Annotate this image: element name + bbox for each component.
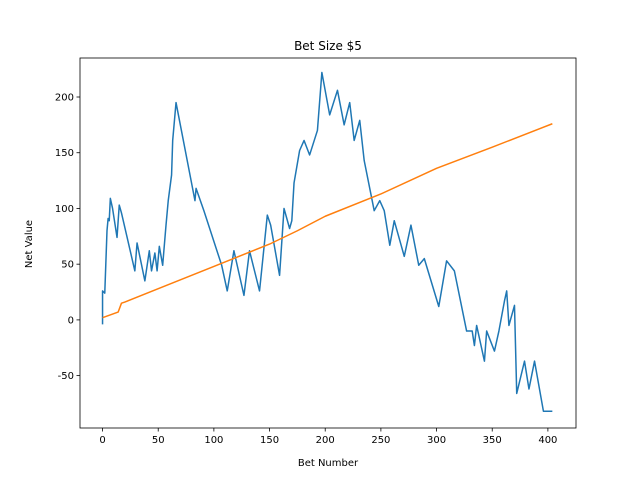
y-tick-label: -50: [58, 371, 74, 382]
y-tick-label: 100: [55, 204, 74, 215]
x-tick-label: 250: [371, 435, 390, 446]
x-tick-label: 300: [427, 435, 446, 446]
y-tick-label: 0: [68, 315, 74, 326]
x-tick-label: 200: [316, 435, 335, 446]
y-tick-label: 200: [55, 93, 74, 104]
y-tick-label: 150: [55, 148, 74, 159]
data-line: [101, 71, 553, 413]
y-tick-label: 50: [61, 260, 74, 271]
x-tick-label: 50: [152, 435, 165, 446]
data-line: [102, 123, 553, 319]
y-axis-label: Net Value: [24, 220, 35, 268]
x-tick-label: 0: [99, 435, 105, 446]
x-axis-label: Bet Number: [298, 458, 359, 469]
x-tick-label: 350: [483, 435, 502, 446]
x-tick-label: 100: [204, 435, 223, 446]
chart-title: Bet Size $5: [294, 39, 362, 53]
plot-frame: [79, 57, 577, 429]
x-tick-label: 150: [260, 435, 279, 446]
x-tick-label: 400: [538, 435, 557, 446]
